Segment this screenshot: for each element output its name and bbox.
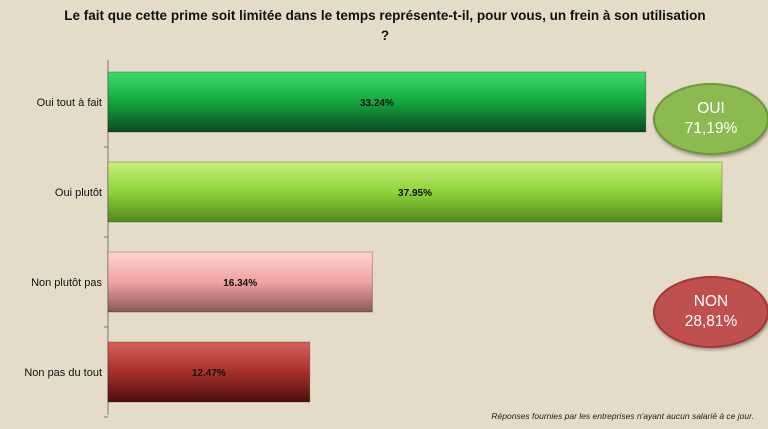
chart-title: Le fait que cette prime soit limitée dan… [64, 8, 706, 43]
non-total-badge: NON 28,81% [653, 276, 768, 348]
category-label-non-plutot-pas: Non plutôt pas [31, 277, 102, 289]
data-label-non-pas-du-tout: 12.47% [192, 368, 226, 379]
bar-non-plutot-pas [107, 251, 373, 313]
data-label-oui-tout-a-fait: 33.24% [360, 98, 394, 109]
bar-oui-plutot [107, 161, 723, 223]
oui-value: 71,19% [684, 120, 738, 137]
category-label-non-pas-du-tout: Non pas du tout [24, 367, 102, 379]
data-label-non-plutot-pas: 16.34% [223, 278, 257, 289]
bar-non-pas-du-tout [107, 341, 311, 403]
footnote: Réponses fournies par les entreprises n'… [491, 411, 754, 421]
non-label: NON [693, 293, 729, 310]
category-label-oui-plutot: Oui plutôt [55, 187, 102, 199]
non-value: 28,81% [684, 313, 738, 330]
oui-label: OUI [697, 100, 725, 117]
bar-oui-tout-a-fait [107, 71, 647, 133]
oui-total-badge: OUI 71,19% [653, 83, 768, 155]
data-label-oui-plutot: 37.95% [398, 188, 432, 199]
category-label-oui-tout-a-fait: Oui tout à fait [37, 97, 102, 109]
